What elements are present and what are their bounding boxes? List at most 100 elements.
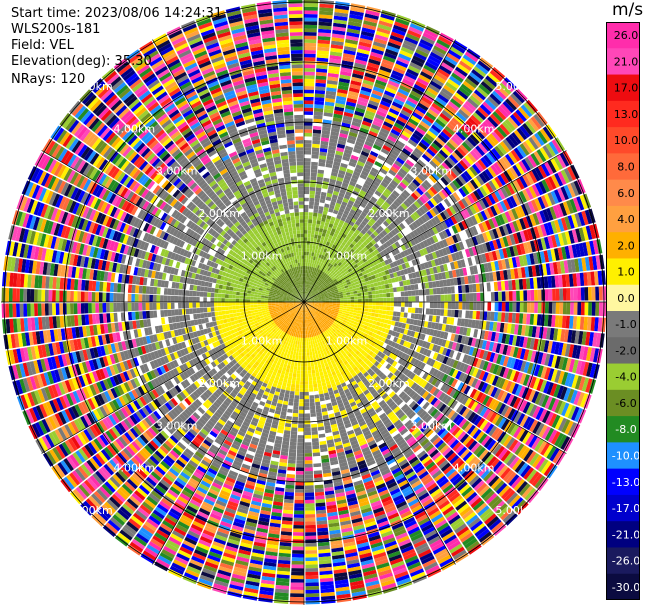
range-gate — [540, 339, 546, 352]
range-gate — [400, 202, 408, 210]
range-gate — [447, 286, 452, 294]
range-gate — [385, 284, 390, 289]
range-gate — [356, 226, 363, 232]
range-gate — [460, 318, 466, 327]
range-gate — [382, 310, 387, 315]
range-gate — [304, 60, 316, 65]
range-gate — [392, 125, 403, 134]
range-gate — [397, 136, 408, 145]
range-gate — [333, 262, 338, 268]
range-gate — [365, 214, 372, 221]
range-gate — [568, 273, 574, 287]
range-gate — [584, 287, 589, 301]
range-gate — [557, 247, 564, 261]
range-gate — [505, 291, 510, 301]
range-gate — [324, 236, 329, 242]
range-gate — [311, 300, 315, 302]
range-gate — [315, 272, 319, 277]
range-gate — [450, 261, 456, 270]
range-gate — [410, 181, 418, 190]
range-gate — [588, 332, 594, 347]
range-gate — [412, 229, 419, 237]
range-gate — [317, 216, 322, 221]
range-gate — [386, 172, 395, 180]
range-gate — [368, 302, 373, 306]
range-gate — [428, 174, 438, 184]
range-gate — [346, 215, 353, 221]
range-gate — [380, 223, 387, 230]
range-gate — [360, 86, 372, 93]
range-gate — [431, 172, 440, 181]
range-gate — [304, 258, 306, 263]
range-gate — [324, 295, 329, 298]
range-gate — [460, 259, 466, 268]
range-gate — [433, 139, 443, 149]
range-gate — [320, 266, 324, 271]
range-gate — [332, 305, 337, 307]
range-gate — [519, 290, 524, 301]
range-gate — [312, 292, 316, 296]
range-gate — [444, 294, 448, 302]
range-gate — [484, 118, 496, 130]
range-gate — [365, 280, 370, 285]
range-gate — [400, 251, 406, 258]
range-gate — [467, 152, 477, 163]
range-gate — [385, 158, 394, 166]
range-gate — [552, 262, 559, 275]
range-gate — [336, 92, 348, 98]
range-gate — [329, 58, 341, 64]
range-gate — [452, 325, 457, 334]
range-gate — [550, 234, 558, 248]
range-gate — [482, 243, 488, 253]
range-gate — [325, 286, 329, 290]
range-gate — [516, 347, 523, 359]
range-gate — [369, 96, 381, 104]
range-gate — [386, 302, 391, 307]
range-gate — [434, 258, 440, 266]
range-gate — [401, 263, 407, 270]
range-gate — [330, 280, 335, 285]
range-gate — [388, 152, 398, 160]
range-gate — [344, 243, 349, 249]
range-gate — [331, 197, 337, 203]
range-gate — [578, 331, 584, 345]
range-gate — [365, 192, 373, 199]
range-gate — [400, 244, 407, 251]
range-gate — [325, 270, 329, 274]
range-gate — [453, 213, 461, 223]
range-gate — [340, 284, 345, 288]
range-gate — [519, 143, 530, 156]
range-gate — [304, 359, 308, 364]
range-gate — [435, 193, 444, 202]
range-gate — [485, 321, 491, 331]
range-gate — [382, 275, 388, 281]
range-gate — [581, 257, 587, 272]
range-gate — [361, 120, 372, 127]
range-gate — [312, 129, 322, 134]
range-gate — [349, 181, 357, 187]
range-gate — [405, 225, 413, 233]
range-gate — [454, 223, 462, 233]
range-gate — [508, 257, 514, 269]
range-gate — [338, 311, 343, 314]
range-gate — [330, 216, 336, 222]
range-gate — [304, 230, 308, 234]
range-gate — [357, 48, 370, 55]
range-gate — [339, 219, 345, 225]
range-gate — [338, 81, 350, 87]
range-gate — [501, 312, 506, 322]
range-gate — [356, 287, 361, 291]
range-gate — [379, 322, 384, 328]
range-gate — [347, 246, 352, 251]
range-gate — [339, 303, 344, 306]
range-gate — [388, 215, 395, 222]
range-gate — [313, 125, 322, 131]
range-gate — [306, 273, 309, 278]
range-gate — [316, 285, 320, 290]
range-gate — [330, 288, 335, 292]
range-gate — [308, 281, 311, 285]
range-gate — [351, 174, 359, 180]
range-gate — [352, 214, 359, 221]
range-gate — [384, 52, 397, 60]
range-gate — [314, 198, 320, 203]
